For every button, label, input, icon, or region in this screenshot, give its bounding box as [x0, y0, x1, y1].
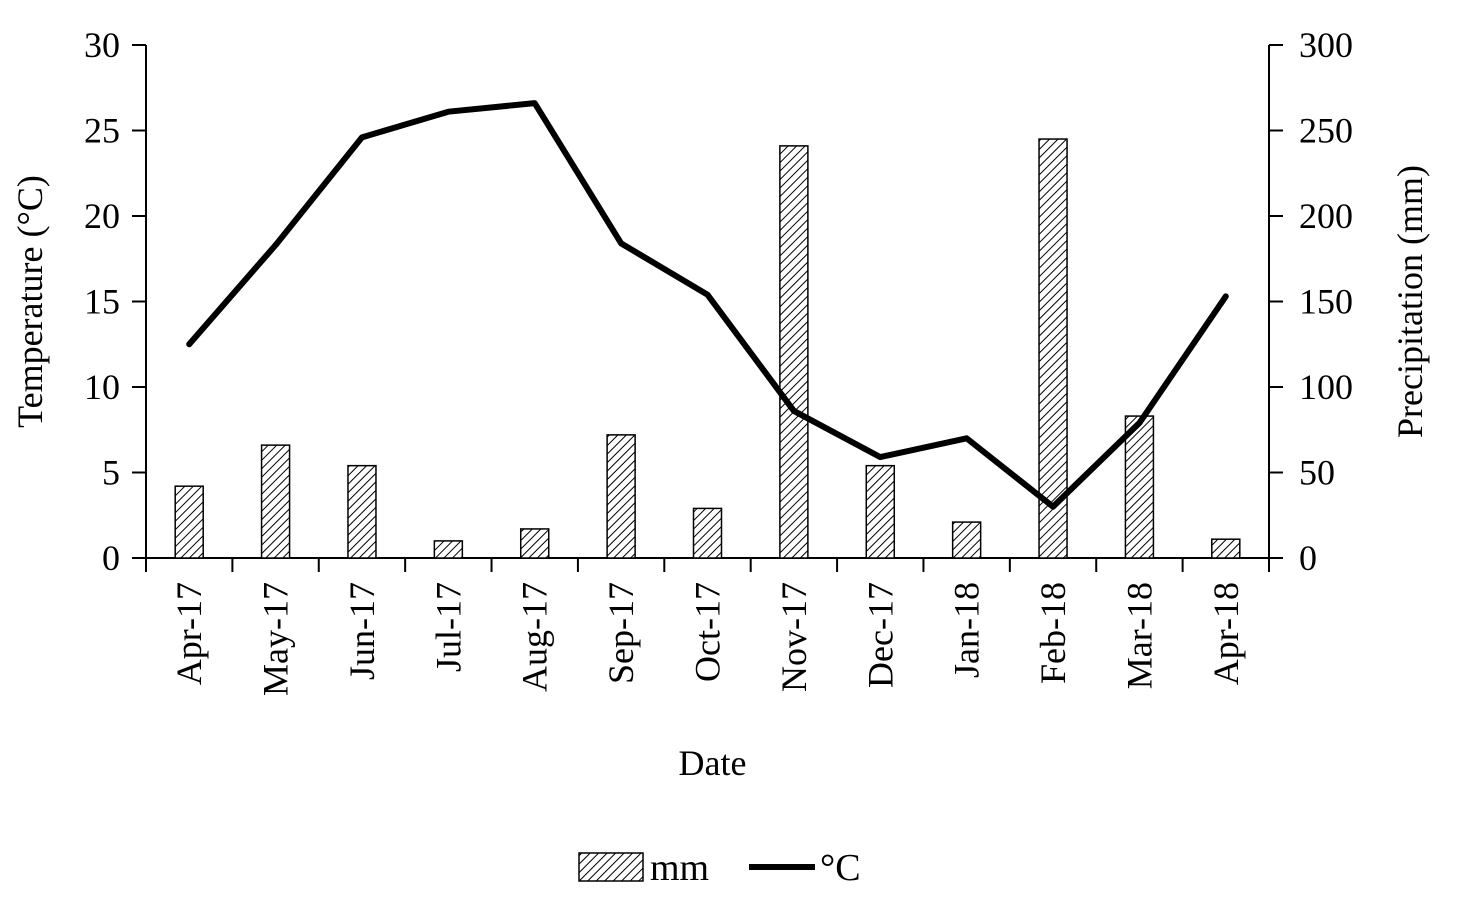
x-axis-title: Date	[679, 743, 747, 783]
x-tick-label: Apr-17	[169, 582, 209, 685]
x-tick-label: Aug-17	[515, 582, 555, 692]
left-y-tick-label: 10	[84, 367, 120, 407]
legend-swatch-mm	[578, 852, 644, 882]
x-tick-label: Nov-17	[774, 582, 814, 692]
precipitation-bar	[606, 434, 636, 559]
x-tick-label: May-17	[256, 582, 296, 696]
precipitation-bar	[779, 145, 809, 559]
axes	[132, 44, 1283, 572]
left-y-tick-label: 25	[84, 111, 120, 151]
precipitation-bar	[1211, 538, 1241, 559]
x-tick-label: Apr-18	[1206, 582, 1246, 685]
x-tick-label: Jan-18	[947, 582, 987, 678]
x-tick-label: Jun-17	[342, 582, 382, 680]
x-tick-label: Feb-18	[1033, 582, 1073, 684]
right-y-axis-title: Precipitation (mm)	[1390, 165, 1430, 438]
right-y-tick-label: 200	[1299, 196, 1353, 236]
left-y-tick-label: 15	[84, 282, 120, 322]
right-y-tick-label: 250	[1299, 111, 1353, 151]
legend: mm °C	[578, 847, 861, 889]
legend-label-celsius: °C	[820, 847, 861, 889]
precipitation-bar	[951, 521, 982, 559]
x-tick-label: Sep-17	[601, 582, 641, 684]
right-y-tick-label: 300	[1299, 25, 1353, 65]
x-tick-label: Oct-17	[688, 582, 728, 682]
precipitation-bar	[433, 540, 464, 559]
precipitation-bar	[1124, 415, 1155, 559]
left-y-tick-label: 30	[84, 25, 120, 65]
right-y-tick-label: 50	[1299, 453, 1335, 493]
precipitation-bar	[260, 444, 291, 559]
left-y-tick-label: 0	[102, 538, 120, 578]
precipitation-bar	[692, 507, 723, 559]
x-tick-label: Jul-17	[428, 582, 468, 672]
precipitation-bars	[174, 138, 1241, 559]
left-y-tick-label: 20	[84, 196, 120, 236]
temperature-line-group	[186, 100, 1229, 510]
x-tick-label: Dec-17	[860, 582, 900, 688]
left-y-tick-label: 5	[102, 453, 120, 493]
precipitation-bar	[865, 464, 896, 559]
temperature-line	[186, 100, 1229, 510]
legend-label-mm: mm	[650, 847, 709, 889]
right-y-tick-label: 100	[1299, 367, 1353, 407]
precipitation-bar	[519, 528, 550, 559]
right-y-tick-label: 150	[1299, 282, 1353, 322]
right-y-tick-label: 0	[1299, 538, 1317, 578]
precipitation-bar	[347, 464, 377, 559]
x-tick-label: Mar-18	[1119, 582, 1159, 689]
precipitation-bar	[174, 485, 204, 559]
precipitation-bar	[1038, 138, 1068, 559]
left-y-axis-title: Temperature (°C)	[10, 175, 50, 428]
